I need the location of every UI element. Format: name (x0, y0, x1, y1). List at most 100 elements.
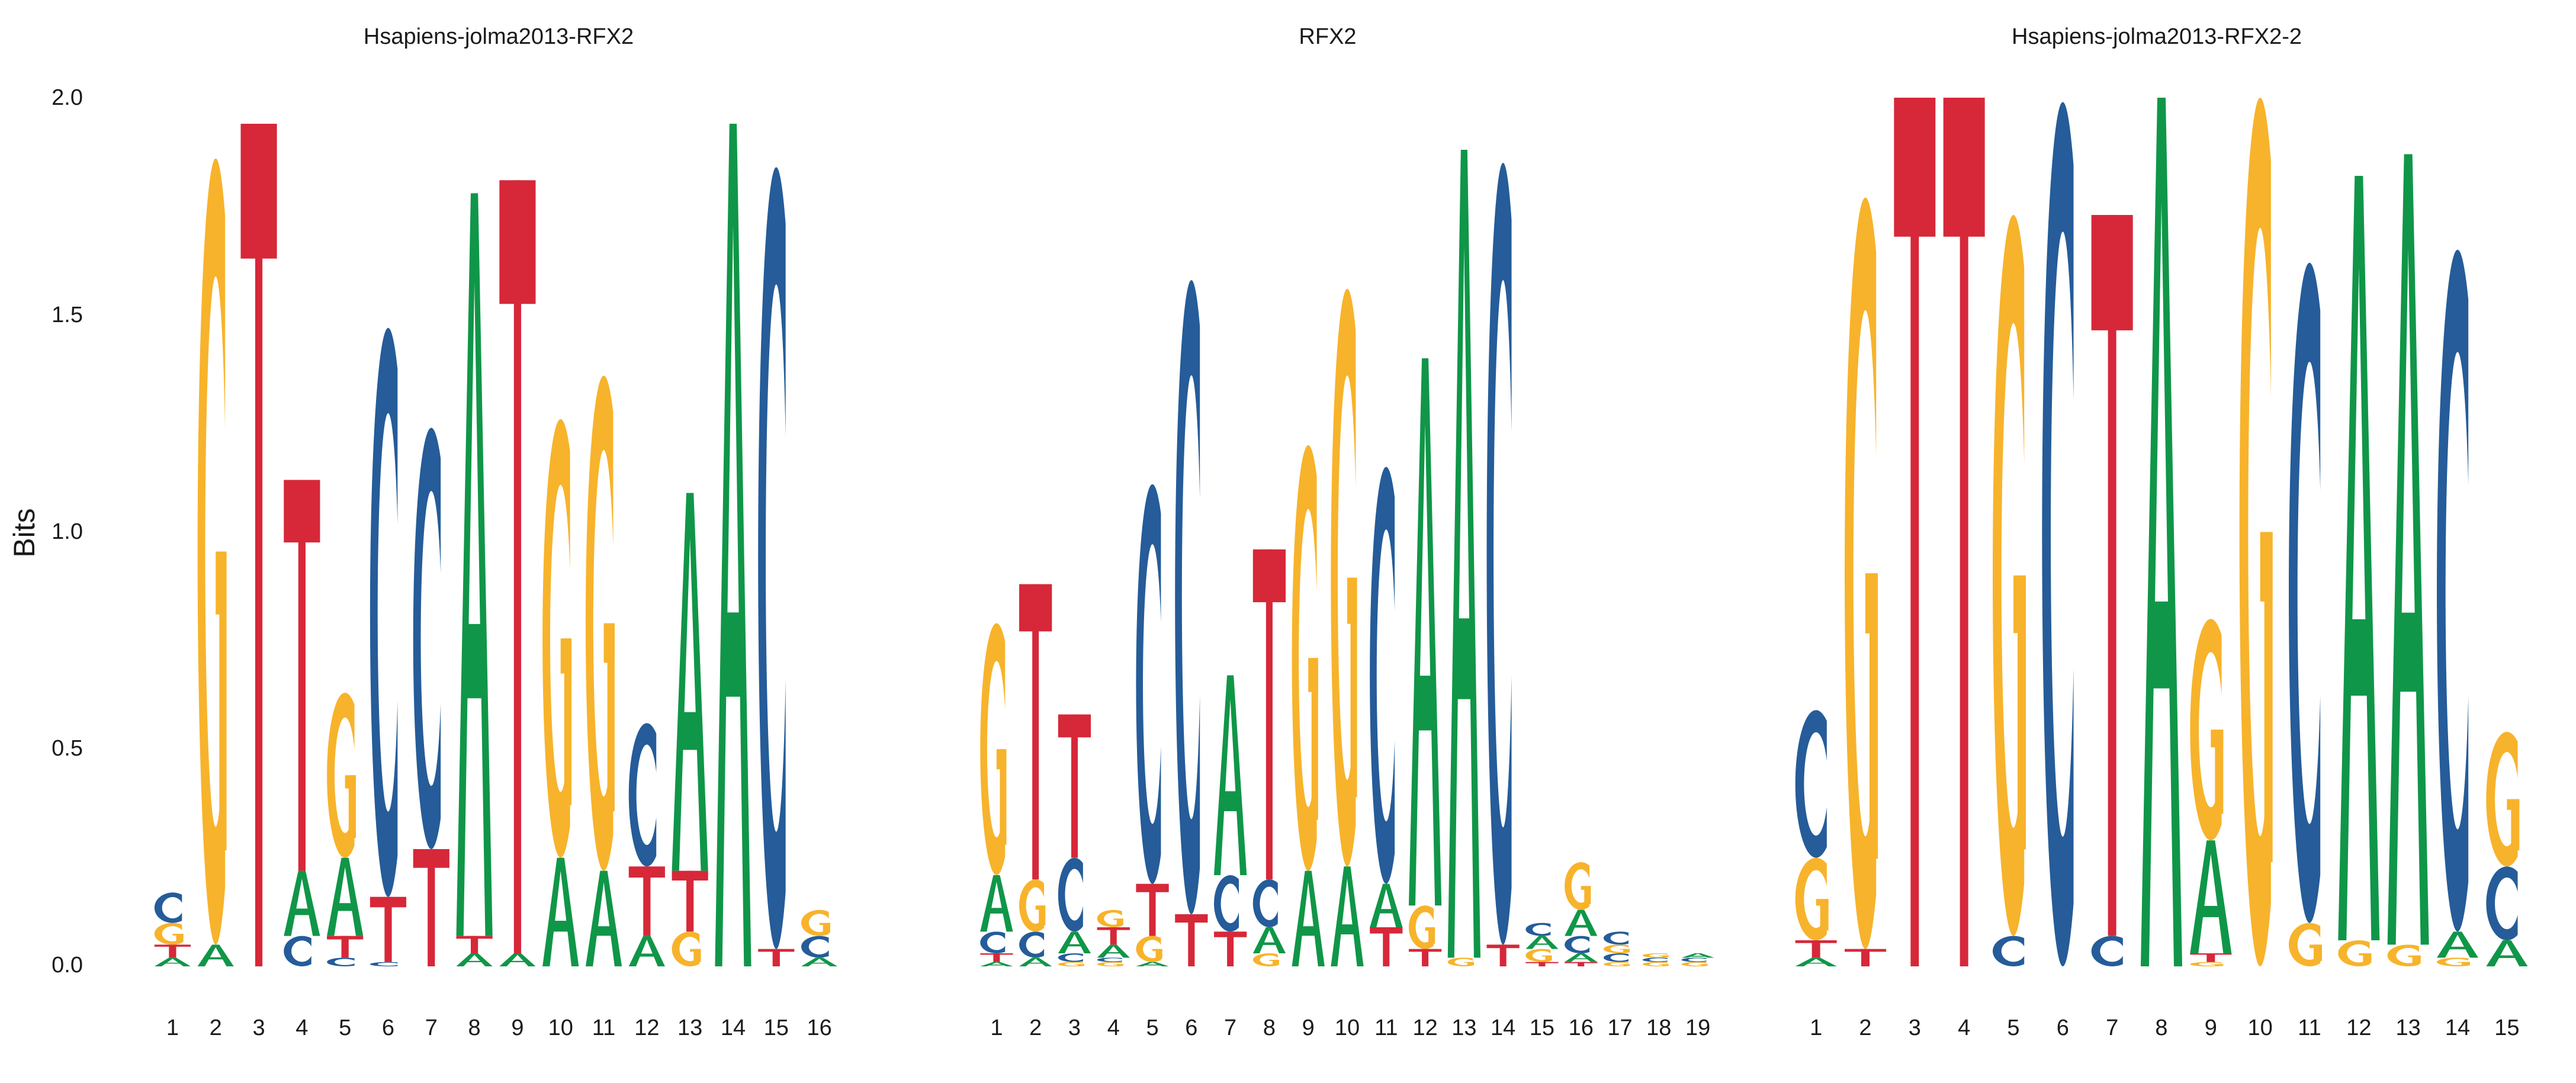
letter-A (980, 875, 1013, 932)
logo-column (1292, 445, 1325, 966)
position-label: 5 (339, 1015, 351, 1040)
position-label: 11 (592, 1015, 615, 1040)
letter-T (2190, 953, 2232, 962)
letter-T (327, 936, 364, 958)
letter-C (370, 327, 398, 897)
letter-C (1565, 936, 1590, 953)
position-label: 9 (1302, 1015, 1315, 1040)
letter-T (1795, 940, 1837, 958)
letter-A (1795, 957, 1837, 966)
letter-G (1565, 862, 1591, 910)
letter-A (1214, 675, 1247, 875)
letter-A (2486, 940, 2528, 966)
position-label: 8 (2155, 1015, 2167, 1040)
letter-T (1943, 98, 1985, 966)
letter-A (1136, 962, 1169, 966)
logo-column (197, 158, 234, 966)
letter-G (2190, 619, 2224, 841)
position-label: 13 (2396, 1015, 2421, 1040)
position-label: 11 (1374, 1015, 1398, 1040)
letter-C (1097, 957, 1122, 962)
letter-C (1603, 931, 1629, 945)
letter-G (980, 623, 1007, 875)
letter-G (672, 931, 701, 966)
letter-G (1097, 910, 1123, 927)
letter-C (758, 167, 786, 949)
letter-C (628, 723, 657, 867)
letter-G (1292, 445, 1318, 871)
letter-A (456, 953, 493, 966)
position-label: 13 (1451, 1015, 1476, 1040)
letter-C (1993, 936, 2025, 966)
position-label: 14 (2445, 1015, 2470, 1040)
logo-column (1175, 280, 1208, 966)
position-label: 2 (1859, 1015, 1871, 1040)
letter-G (1603, 962, 1630, 966)
y-axis-ticks: 0.0 0.5 1.0 1.5 2.0 (52, 85, 83, 978)
logo-column (628, 723, 665, 966)
logo-column (1331, 288, 1364, 966)
logo-column (240, 124, 277, 966)
position-label: 10 (548, 1015, 573, 1040)
letter-T (672, 870, 708, 932)
letter-G (2437, 957, 2470, 966)
letter-C (1603, 953, 1629, 962)
letter-G (1097, 962, 1123, 966)
letter-T (1845, 949, 1886, 966)
position-label: 12 (2346, 1015, 2371, 1040)
letter-G (1642, 953, 1669, 958)
logo-column (2190, 619, 2232, 966)
logo-column (1252, 549, 1286, 967)
letter-G (1993, 215, 2026, 936)
letter-T (413, 849, 449, 966)
letter-T (758, 949, 795, 966)
position-label: 10 (1335, 1015, 1360, 1040)
letter-A (2387, 154, 2429, 945)
letter-A (542, 857, 579, 966)
position-label: 14 (721, 1015, 746, 1040)
letter-C (1642, 957, 1668, 962)
letter-C (413, 428, 441, 849)
position-label: 2 (210, 1015, 222, 1040)
letter-G (197, 158, 227, 945)
letter-A (1565, 953, 1598, 962)
letter-C (2091, 936, 2123, 966)
letter-G (585, 375, 615, 871)
position-label: 5 (2007, 1015, 2019, 1040)
letter-A (1292, 870, 1325, 966)
letter-G (1331, 288, 1357, 867)
position-label: 3 (252, 1015, 265, 1040)
letter-T (499, 180, 536, 953)
logo-column (715, 124, 751, 966)
letter-C (1795, 710, 1827, 858)
letter-A (1681, 953, 1714, 958)
letter-C (2042, 102, 2074, 966)
letter-T (1894, 98, 1936, 966)
logo-column (801, 910, 838, 966)
letter-G (1795, 857, 1829, 940)
y-axis-title: Bits (8, 508, 41, 557)
letter-G (2289, 923, 2322, 966)
logo-column (154, 892, 191, 966)
logo-column (413, 428, 449, 966)
letter-C (1681, 957, 1707, 962)
letter-G (1845, 197, 1878, 949)
letter-A (1252, 927, 1286, 953)
logo-column (1058, 714, 1091, 966)
letter-T (1370, 927, 1403, 966)
position-label: 1 (166, 1015, 179, 1040)
letter-G (154, 923, 184, 945)
letter-C (1486, 163, 1512, 945)
letter-C (1252, 879, 1278, 927)
letter-T (284, 480, 320, 871)
letter-A (585, 870, 622, 966)
letter-T (628, 866, 665, 936)
letter-A (1370, 883, 1403, 927)
letter-A (2141, 98, 2182, 966)
position-label: 16 (807, 1015, 831, 1040)
letter-T (2091, 215, 2133, 936)
letter-C (1019, 931, 1045, 958)
letter-G (1603, 944, 1630, 953)
letter-C (2289, 262, 2321, 923)
letter-A (327, 857, 364, 936)
